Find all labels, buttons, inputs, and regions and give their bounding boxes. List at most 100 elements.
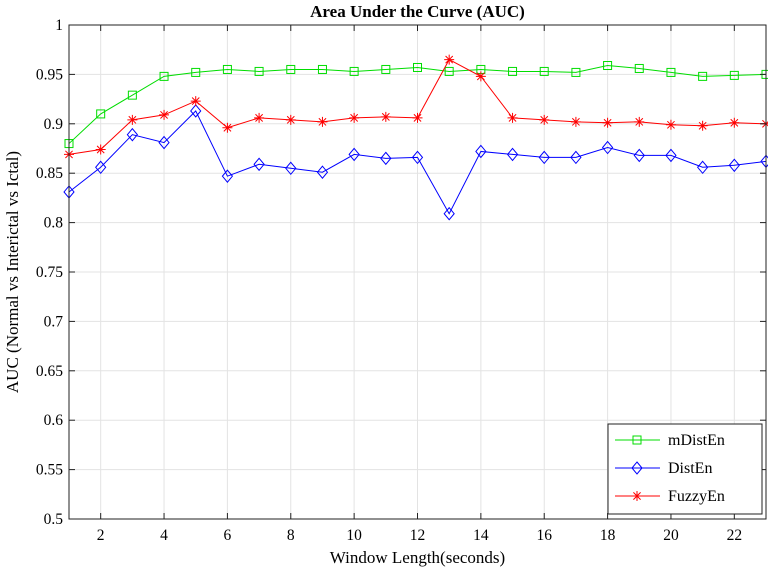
y-axis-ticks: 0.5 0.55 0.6 0.65 0.7 0.75 0.8 0.85 0.9 0.95 1 [36,17,766,528]
data-point-disten [253,157,265,172]
data-point-mdisten [349,66,359,76]
data-point-mdisten [254,66,264,76]
legend-marker-disten [631,461,643,475]
data-point-fuzzyen [665,119,676,130]
data-point-fuzzyen [127,114,138,125]
data-point-fuzzyen [475,71,486,82]
x-tick-label: 16 [536,527,552,544]
data-point-disten [190,104,202,118]
x-tick-label: 18 [600,527,616,544]
chart-title: Area Under the Curve (AUC) [310,2,525,21]
data-point-mdisten [191,67,201,77]
data-point-disten [348,147,360,162]
data-point-fuzzyen [159,109,170,120]
data-point-disten [475,144,487,159]
y-tick-label: 0.5 [44,511,64,528]
data-point-mdisten [634,63,644,73]
y-tick-label: 0.55 [36,462,63,479]
data-point-mdisten [222,64,232,74]
data-point-fuzzyen [412,112,423,123]
data-point-fuzzyen [570,116,581,127]
data-point-mdisten [571,67,581,77]
data-point-disten [601,140,614,155]
data-point-fuzzyen [634,116,645,127]
data-point-disten [728,158,740,173]
series-mdisten [64,61,768,149]
data-point-fuzzyen [697,120,708,131]
data-point-mdisten [539,66,549,76]
legend-item-mdisten: mDistEn [615,432,725,449]
data-point-disten [633,148,645,163]
data-point-mdisten [698,71,708,81]
x-axis-ticks: 2 4 6 8 10 12 14 16 18 20 22 [97,25,742,544]
data-point-fuzzyen [444,54,455,65]
data-point-mdisten [603,61,613,71]
x-tick-label: 6 [224,527,232,544]
y-tick-label: 0.8 [44,215,64,232]
legend-marker-mdisten [632,435,642,445]
data-point-fuzzyen [349,112,360,123]
data-point-disten [538,150,550,165]
data-point-disten [285,161,297,176]
y-tick-label: 0.6 [44,412,64,429]
data-point-mdisten [317,64,327,74]
data-point-mdisten [96,109,106,119]
data-point-disten [665,148,677,163]
data-point-fuzzyen [285,114,296,125]
data-point-disten [95,160,107,175]
y-tick-label: 0.9 [44,116,64,133]
data-point-mdisten [666,67,676,77]
data-point-fuzzyen [95,144,106,155]
data-point-fuzzyen [380,111,391,122]
x-tick-label: 22 [727,527,743,544]
y-axis-label: AUC (Normal vs Interictal vs Ictal) [3,151,22,393]
x-tick-label: 14 [473,527,489,544]
legend-marker-fuzzyen [632,491,642,501]
data-point-disten [696,160,709,175]
data-point-fuzzyen [602,117,613,128]
data-point-disten [158,135,170,150]
data-point-mdisten [508,66,518,76]
data-point-fuzzyen [190,96,201,107]
legend-label-fuzzyen: FuzzyEn [668,488,725,505]
data-point-fuzzyen [222,122,233,133]
data-point-fuzzyen [539,114,550,125]
x-axis-label: Window Length(seconds) [330,548,505,567]
data-point-mdisten [413,62,422,72]
y-tick-label: 0.85 [36,165,63,182]
series-line-mdisten [68,65,767,144]
data-point-disten [221,169,234,183]
data-point-mdisten [729,70,739,80]
data-point-fuzzyen [507,112,518,123]
data-point-disten [443,206,455,221]
data-point-disten [411,150,424,165]
data-point-fuzzyen [729,117,740,128]
x-tick-label: 2 [97,527,105,544]
x-tick-label: 12 [410,527,426,544]
data-point-fuzzyen [317,116,328,127]
y-tick-label: 0.75 [36,264,63,281]
data-series [63,54,768,221]
legend-label-disten: DistEn [668,460,712,477]
y-tick-label: 0.65 [36,363,63,380]
series-disten [63,104,768,221]
data-point-mdisten [286,64,296,74]
data-point-disten [380,151,392,166]
y-tick-label: 0.95 [36,66,63,83]
data-point-disten [126,127,139,142]
data-point-mdisten [444,66,454,76]
y-tick-label: 1 [55,17,63,34]
data-point-mdisten [159,71,169,81]
y-tick-label: 0.7 [44,313,64,330]
x-tick-label: 8 [287,527,295,544]
legend: mDistEn DistEn FuzzyEn [607,423,763,515]
legend-item-disten: DistEn [615,460,712,477]
legend-item-fuzzyen: FuzzyEn [615,488,725,505]
legend-label-mdisten: mDistEn [668,432,725,449]
data-point-mdisten [127,90,137,100]
x-tick-label: 4 [160,527,168,544]
data-point-disten [506,147,519,162]
data-point-disten [316,165,329,179]
series-line-disten [68,110,767,215]
